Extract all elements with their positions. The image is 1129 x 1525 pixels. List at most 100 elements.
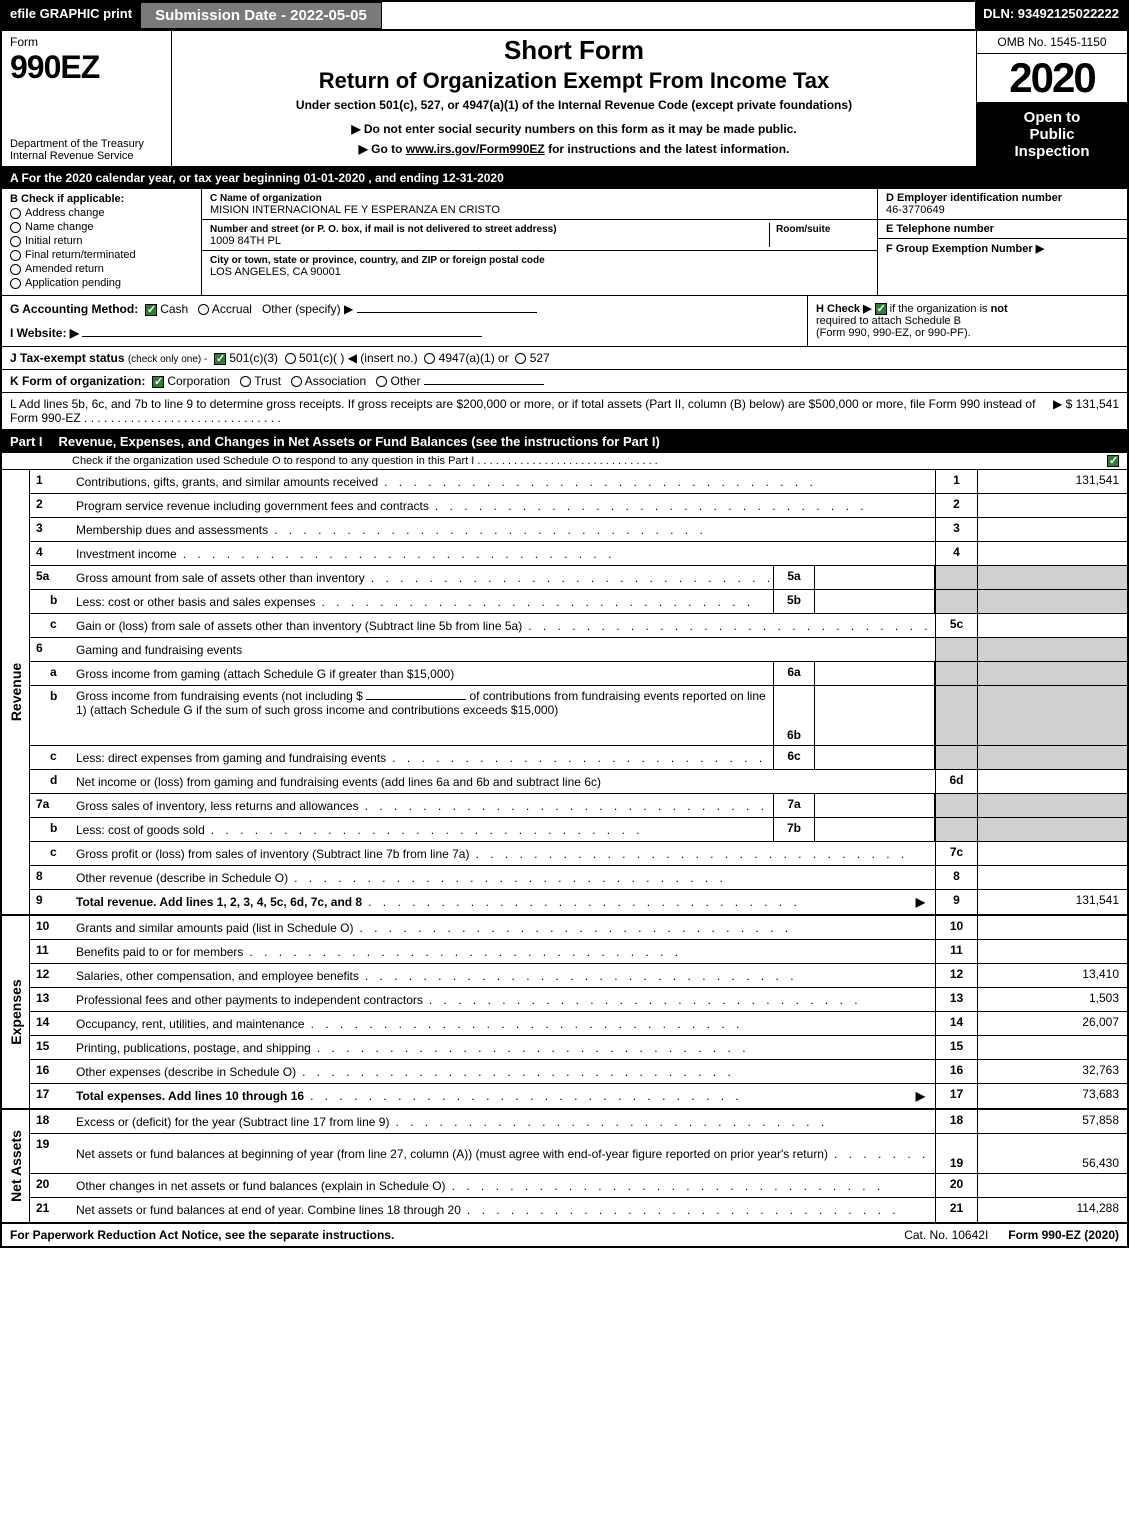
line-19-num: 19 [30,1134,72,1173]
box-c: C Name of organization MISION INTERNACIO… [202,189,877,295]
line-10-num: 10 [30,916,72,939]
line-20-value [977,1174,1127,1197]
expenses-table: 10 Grants and similar amounts paid (list… [30,916,1127,1108]
checkbox-527-icon[interactable] [515,353,526,364]
check-application-pending[interactable]: Application pending [10,277,193,289]
line-13: 13 Professional fees and other payments … [30,988,1127,1012]
line-7a-mv [815,794,935,817]
checkbox-trust-icon[interactable] [240,376,251,387]
line-6b: b Gross income from fundraising events (… [30,686,1127,746]
part1-sub-text: Check if the organization used Schedule … [72,455,474,467]
website-input[interactable] [82,336,482,337]
line-8-rn: 8 [935,866,977,889]
do-not-note: ▶ Do not enter social security numbers o… [180,122,968,136]
other-specify-input[interactable] [357,312,537,313]
dept-irs: Internal Revenue Service [10,150,134,162]
line-12-num: 12 [30,964,72,987]
line-5c-rn: 5c [935,614,977,637]
opt-501c3: 501(c)(3) [229,351,278,365]
check-amended-return[interactable]: Amended return [10,263,193,275]
revenue-text: Revenue [8,663,24,721]
line-6d-num: d [30,770,72,793]
line-21: 21 Net assets or fund balances at end of… [30,1198,1127,1222]
line-12-desc: Salaries, other compensation, and employ… [76,969,359,983]
check-initial-return[interactable]: Initial return [10,235,193,247]
checkbox-other-icon[interactable] [376,376,387,387]
checkbox-icon [10,236,21,247]
grey [935,590,977,613]
dots: . . . . . . . . . . . . . . . . . . . . … [315,595,769,609]
line-7c-value [977,842,1127,865]
line-14-value: 26,007 [977,1012,1127,1035]
line-5a-mv [815,566,935,589]
line-5b-num: b [30,590,72,613]
line-7b: b Less: cost of goods sold. . . . . . . … [30,818,1127,842]
line-2-num: 2 [30,494,72,517]
line-6a-num: a [30,662,72,685]
line-4: 4 Investment income. . . . . . . . . . .… [30,542,1127,566]
line-6b-desc1: Gross income from fundraising events (no… [76,689,363,703]
line-5a-desc: Gross amount from sale of assets other t… [76,571,365,585]
line-16-rn: 16 [935,1060,977,1083]
checkbox-corp-checked-icon[interactable] [152,376,164,388]
net-assets-section: Net Assets 18 Excess or (deficit) for th… [2,1110,1127,1224]
checkbox-icon [10,264,21,275]
grey [935,746,977,769]
open-to-public: Open to Public Inspection [977,103,1127,166]
other-org-input[interactable] [424,384,544,385]
line-12-value: 13,410 [977,964,1127,987]
line-6b-amount-input[interactable] [366,699,466,700]
cat-no: Cat. No. 10642I [884,1228,1008,1242]
tel-label: E Telephone number [886,223,994,235]
check-address-change[interactable]: Address change [10,207,193,219]
city-label: City or town, state or province, country… [210,255,545,266]
line-17: 17 Total expenses. Add lines 10 through … [30,1084,1127,1108]
ein-row: D Employer identification number 46-3770… [878,189,1127,220]
dln-number: DLN: 93492125022222 [975,2,1127,29]
part1-title: Revenue, Expenses, and Changes in Net As… [59,434,1119,449]
checkbox-cash-checked-icon[interactable] [145,304,157,316]
line-5c: c Gain or (loss) from sale of assets oth… [30,614,1127,638]
checkbox-icon [10,208,21,219]
grey [977,794,1127,817]
checkbox-schedule-o-checked-icon[interactable] [1107,455,1119,467]
grey [935,566,977,589]
check-name-change[interactable]: Name change [10,221,193,233]
line-18-value: 57,858 [977,1110,1127,1133]
line-7b-desc: Less: cost of goods sold [76,823,205,837]
line-5b-desc: Less: cost or other basis and sales expe… [76,595,315,609]
tax-exempt-label: J Tax-exempt status [10,351,125,365]
line-6c-num: c [30,746,72,769]
checkbox-4947-icon[interactable] [424,353,435,364]
checkbox-accrual-icon[interactable] [198,304,209,315]
grey [977,686,1127,745]
efile-print-label[interactable]: efile GRAPHIC print [2,2,140,29]
line-9: 9 Total revenue. Add lines 1, 2, 3, 4, 5… [30,890,1127,914]
website-label: I Website: ▶ [10,326,79,340]
line-11-rn: 11 [935,940,977,963]
tax-period-row: A For the 2020 calendar year, or tax yea… [2,168,1127,189]
check-final-return[interactable]: Final return/terminated [10,249,193,261]
checkbox-icon [10,250,21,261]
irs-link[interactable]: www.irs.gov/Form990EZ [406,142,545,156]
line-18: 18 Excess or (deficit) for the year (Sub… [30,1110,1127,1134]
opt-assoc: Association [305,374,366,388]
line-11-value [977,940,1127,963]
row-j: J Tax-exempt status (check only one) - 5… [2,347,1127,370]
city-value: LOS ANGELES, CA 90001 [210,266,341,278]
checkbox-501c3-checked-icon[interactable] [214,353,226,365]
checkbox-h-checked-icon[interactable] [875,303,887,315]
line-14-rn: 14 [935,1012,977,1035]
telephone-row: E Telephone number [878,220,1127,239]
h-text3: (Form 990, 990-EZ, or 990-PF). [816,327,971,339]
expenses-text: Expenses [8,979,24,1044]
line-11-desc: Benefits paid to or for members [76,945,243,959]
checkbox-501c-icon[interactable] [285,353,296,364]
goto-pre: ▶ Go to [359,142,406,156]
dept-treasury: Department of the Treasury [10,138,144,150]
opt-501c: 501(c)( ) ◀ (insert no.) [299,351,418,365]
grey [977,638,1127,661]
cash-label: Cash [160,302,188,316]
line-21-num: 21 [30,1198,72,1222]
checkbox-assoc-icon[interactable] [291,376,302,387]
